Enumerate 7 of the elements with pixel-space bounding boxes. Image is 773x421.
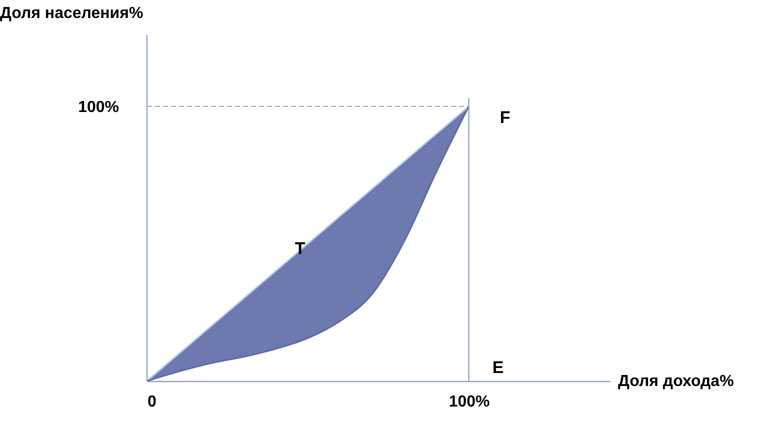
text: F [500, 108, 510, 127]
text: Доля дохода% [618, 373, 734, 390]
text: Доля населения% [0, 5, 144, 22]
annotation: T [294, 239, 306, 258]
text: 100% [78, 99, 119, 116]
x-tick-label: 0 [148, 394, 156, 410]
text: E [492, 358, 504, 377]
